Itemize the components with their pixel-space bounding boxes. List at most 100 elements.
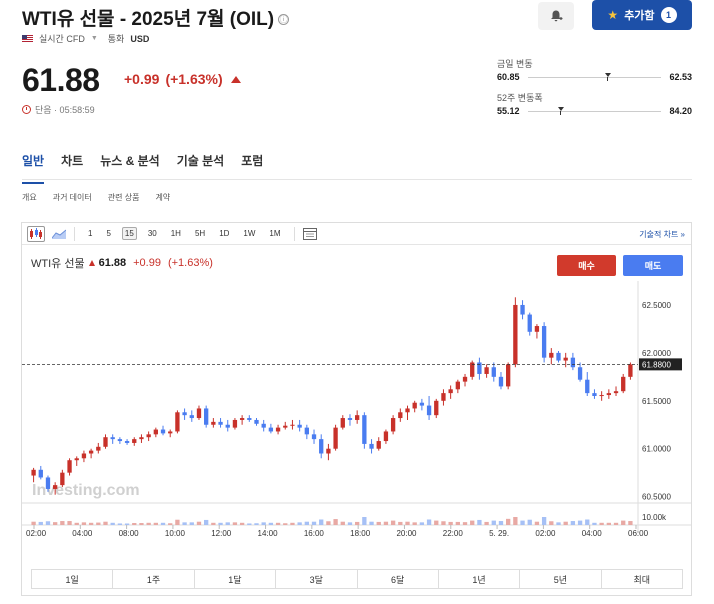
x-tick-label: 04:00 xyxy=(72,529,93,538)
sell-button[interactable]: 매도 xyxy=(623,255,683,276)
timeframe-5[interactable]: 5 xyxy=(106,229,111,238)
buy-button[interactable]: 매수 xyxy=(557,255,616,276)
timeframe-1d[interactable]: 1D xyxy=(219,229,230,238)
timeframe-5h[interactable]: 5H xyxy=(194,229,206,238)
candlestick-chart-icon[interactable] xyxy=(27,225,45,242)
week52-range-bar xyxy=(527,106,662,115)
subtab-contract[interactable]: 계약 xyxy=(155,193,171,202)
volume-bar xyxy=(45,521,51,525)
change-percent: (+1.63%) xyxy=(165,71,223,87)
sub-tabs: 개요 과거 데이터 관련 상품 계약 xyxy=(22,192,170,203)
period-1w[interactable]: 1주 xyxy=(113,570,195,588)
candle xyxy=(585,379,590,394)
volume-bar xyxy=(283,523,288,525)
candle xyxy=(74,458,79,461)
table-icon[interactable] xyxy=(301,226,319,242)
period-6m[interactable]: 6달 xyxy=(358,570,439,588)
timeframe-1w[interactable]: 1W xyxy=(243,229,256,238)
timeframe-15[interactable]: 15 xyxy=(121,227,137,240)
tab-technical[interactable]: 기술 분석 xyxy=(176,154,225,168)
day-low: 60.85 xyxy=(497,72,520,82)
y-tick-label: 62.0000 xyxy=(642,349,671,358)
timeframe-1[interactable]: 1 xyxy=(88,229,93,238)
volume-bar xyxy=(470,520,475,525)
candle xyxy=(81,453,87,459)
candle xyxy=(60,472,65,486)
chart-legend: WTI유 선물 61.88 +0.99 (+1.63%) xyxy=(31,255,213,271)
candle xyxy=(347,418,353,420)
candle xyxy=(419,402,425,406)
candle xyxy=(132,439,137,443)
info-icon[interactable]: ⓘ xyxy=(278,14,290,26)
change-absolute: +0.99 xyxy=(124,71,160,87)
volume-bar xyxy=(491,520,496,525)
volume-bar xyxy=(268,522,274,525)
chart-watermark: Investing.com xyxy=(32,482,140,499)
volume-bar xyxy=(254,523,259,525)
period-1y[interactable]: 1년 xyxy=(439,570,521,588)
chevron-down-icon[interactable]: ▼ xyxy=(90,35,98,42)
volume-bar xyxy=(390,520,396,525)
tab-forum[interactable]: 포럼 xyxy=(241,154,264,168)
subtab-summary[interactable]: 개요 xyxy=(22,193,37,202)
instrument-title: WTI유 선물 - 2025년 7월 (OIL) xyxy=(22,9,275,30)
tab-overview[interactable]: 일반 xyxy=(22,152,45,184)
x-tick-label: 06:00 xyxy=(628,529,649,538)
subtab-historical[interactable]: 과거 데이터 xyxy=(52,193,92,202)
add-to-watchlist-button[interactable]: ★ 추가함 1 xyxy=(592,0,692,30)
technical-chart-link[interactable]: 기술적 차트 » xyxy=(639,230,685,239)
volume-bar xyxy=(541,517,547,525)
volume-bar xyxy=(168,523,173,525)
y-tick-label: 61.0000 xyxy=(642,445,671,454)
subtab-related[interactable]: 관련 상품 xyxy=(107,193,140,202)
volume-bar xyxy=(441,521,446,525)
volume-bar xyxy=(232,522,238,525)
period-5y[interactable]: 5년 xyxy=(520,570,602,588)
volume-bar xyxy=(189,522,194,525)
toolbar-divider xyxy=(293,226,295,241)
period-1m[interactable]: 1달 xyxy=(195,570,277,588)
candle xyxy=(275,427,281,432)
realtime-label[interactable]: 실시간 CFD xyxy=(39,34,85,44)
candle xyxy=(268,427,274,432)
timeframe-1h[interactable]: 1H xyxy=(170,229,181,238)
period-3m[interactable]: 3달 xyxy=(276,570,358,588)
market-status: 단음 · 05:58:59 xyxy=(22,103,95,116)
timeframe-1m[interactable]: 1M xyxy=(269,229,281,238)
volume-bar xyxy=(347,522,353,525)
x-tick-label: 10:00 xyxy=(165,529,186,538)
volume-bar xyxy=(434,520,439,525)
x-tick-label: 16:00 xyxy=(304,529,325,538)
day-high: 62.53 xyxy=(669,72,692,82)
volume-bar xyxy=(319,519,324,525)
candle xyxy=(362,415,367,444)
volume-bar xyxy=(527,519,532,525)
volume-bar xyxy=(290,522,295,525)
candle xyxy=(189,415,194,419)
volume-bar xyxy=(88,522,94,525)
period-max[interactable]: 최대 xyxy=(633,574,651,585)
period-selector: 1일 1주 1달 3달 6달 1년 5년 최대 xyxy=(31,569,683,589)
volume-bar xyxy=(139,523,144,525)
volume-bar xyxy=(182,522,187,525)
price-chart[interactable]: Investing.com 62.5000 62.0000 61.5000 61.000… xyxy=(22,281,691,565)
candle xyxy=(182,412,187,416)
volume-bar xyxy=(556,522,561,525)
volume-bar xyxy=(369,521,374,525)
period-1d[interactable]: 1일 xyxy=(32,570,114,588)
tab-news[interactable]: 뉴스 & 분석 xyxy=(100,154,160,168)
x-tick-label: 22:00 xyxy=(443,529,464,538)
area-chart-icon[interactable] xyxy=(50,226,68,242)
volume-bar xyxy=(477,519,482,525)
x-tick-label: 02:00 xyxy=(26,529,47,538)
x-tick-label: 04:00 xyxy=(582,529,603,538)
x-tick-label: 5. 29. xyxy=(489,529,509,538)
alert-button[interactable] xyxy=(538,2,574,30)
last-price: 61.88 xyxy=(22,62,100,98)
tab-chart[interactable]: 차트 xyxy=(61,154,84,168)
candle xyxy=(311,434,317,440)
volume-bar xyxy=(484,521,489,525)
week52-low: 55.12 xyxy=(497,106,520,116)
timeframe-30[interactable]: 30 xyxy=(147,229,157,238)
week52-range-marker xyxy=(558,106,565,115)
